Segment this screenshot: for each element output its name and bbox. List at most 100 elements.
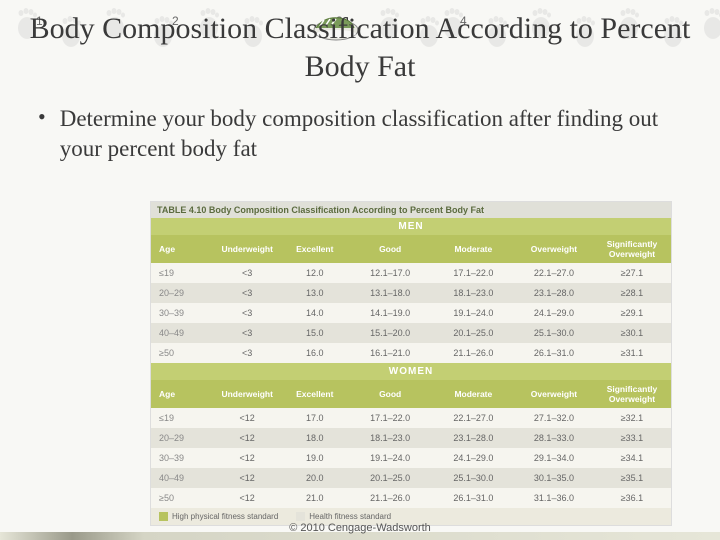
table-cell: 17.0 [281,408,349,428]
column-header: Significantly Overweight [593,380,671,408]
table-cell: 15.1–20.0 [349,323,432,343]
table-cell: 12.1–17.0 [349,263,432,283]
table-cell: 26.1–31.0 [432,488,515,508]
column-header: Excellent [281,380,349,408]
table-cell: ≥33.1 [593,428,671,448]
table-cell: 27.1–32.0 [515,408,593,428]
table-row: ≥50<316.016.1–21.021.1–26.026.1–31.0≥31.… [151,343,671,363]
table-cell: 30–39 [151,303,213,323]
column-header: Good [349,380,432,408]
table-cell: <12 [213,488,281,508]
legend-swatch [296,512,305,521]
legend-swatch [159,512,168,521]
table-cell: ≤19 [151,408,213,428]
legend-item: High physical fitness standard [159,512,278,521]
table-cell: ≥28.1 [593,283,671,303]
table-cell: 22.1–27.0 [432,408,515,428]
table-cell: 24.1–29.0 [432,448,515,468]
table-cell: ≥32.1 [593,408,671,428]
table-cell: <3 [213,343,281,363]
table-cell: ≥36.1 [593,488,671,508]
table-cell: 14.0 [281,303,349,323]
table-row: 30–39<1219.019.1–24.024.1–29.029.1–34.0≥… [151,448,671,468]
column-header: Underweight [213,235,281,263]
table-cell: 22.1–27.0 [515,263,593,283]
table-cell: <12 [213,408,281,428]
bullet-text: Determine your body composition classifi… [60,104,678,164]
column-header: Overweight [515,235,593,263]
table-cell: 26.1–31.0 [515,343,593,363]
table-cell: 17.1–22.0 [349,408,432,428]
table-cell: 20.1–25.0 [349,468,432,488]
table-cell: ≥30.1 [593,323,671,343]
bullet-item: • Determine your body composition classi… [38,104,678,164]
table-cell: 20–29 [151,428,213,448]
table-cell: 14.1–19.0 [349,303,432,323]
section-header: MEN [151,218,671,235]
table-cell: <3 [213,303,281,323]
table-cell: 40–49 [151,323,213,343]
table-cell: 15.0 [281,323,349,343]
table-row: 30–39<314.014.1–19.019.1–24.024.1–29.0≥2… [151,303,671,323]
table-cell: 21.1–26.0 [432,343,515,363]
copyright-text: © 2010 Cengage-Wadsworth [0,522,720,534]
table-cell: 19.0 [281,448,349,468]
column-header: Excellent [281,235,349,263]
table-cell: ≥29.1 [593,303,671,323]
data-table: AgeUnderweightExcellentGoodModerateOverw… [151,380,671,508]
table-cell: 25.1–30.0 [432,468,515,488]
table-cell: 21.1–26.0 [349,488,432,508]
table-cell: 20.1–25.0 [432,323,515,343]
table-cell: 18.1–23.0 [432,283,515,303]
column-header: Age [151,380,213,408]
table-row: 40–49<1220.020.1–25.025.1–30.030.1–35.0≥… [151,468,671,488]
table-cell: 19.1–24.0 [432,303,515,323]
table-cell: ≥31.1 [593,343,671,363]
table-cell: 23.1–28.0 [432,428,515,448]
table-cell: 21.0 [281,488,349,508]
table-cell: 18.1–23.0 [349,428,432,448]
table-cell: 12.0 [281,263,349,283]
column-header: Moderate [432,235,515,263]
table-cell: <3 [213,263,281,283]
table-cell: <12 [213,448,281,468]
table-row: 20–29<1218.018.1–23.023.1–28.028.1–33.0≥… [151,428,671,448]
table-cell: 16.0 [281,343,349,363]
table-cell: 19.1–24.0 [349,448,432,468]
classification-table: TABLE 4.10 Body Composition Classificati… [150,201,672,526]
table-cell: 30–39 [151,448,213,468]
table-title: TABLE 4.10 Body Composition Classificati… [151,202,671,218]
table-cell: ≥35.1 [593,468,671,488]
column-header: Underweight [213,380,281,408]
table-cell: <12 [213,428,281,448]
table-cell: <12 [213,468,281,488]
data-table: AgeUnderweightExcellentGoodModerateOverw… [151,235,671,363]
column-header: Good [349,235,432,263]
table-cell: 24.1–29.0 [515,303,593,323]
legend-item: Health fitness standard [296,512,391,521]
column-header: Overweight [515,380,593,408]
table-cell: 23.1–28.0 [515,283,593,303]
table-cell: 18.0 [281,428,349,448]
table-cell: 31.1–36.0 [515,488,593,508]
table-cell: 40–49 [151,468,213,488]
table-cell: <3 [213,323,281,343]
legend-label: High physical fitness standard [172,512,278,521]
column-header: Significantly Overweight [593,235,671,263]
table-cell: 17.1–22.0 [432,263,515,283]
table-cell: ≥34.1 [593,448,671,468]
table-cell: ≥27.1 [593,263,671,283]
table-cell: ≥50 [151,488,213,508]
page-title: Body Composition Classification Accordin… [0,10,720,85]
table-row: ≤19<312.012.1–17.017.1–22.022.1–27.0≥27.… [151,263,671,283]
column-header: Age [151,235,213,263]
table-cell: 20.0 [281,468,349,488]
table-cell: 30.1–35.0 [515,468,593,488]
table-row: 20–29<313.013.1–18.018.1–23.023.1–28.0≥2… [151,283,671,303]
section-header: WOMEN [151,363,671,380]
table-cell: 13.0 [281,283,349,303]
table-cell: 28.1–33.0 [515,428,593,448]
table-cell: ≥50 [151,343,213,363]
table-cell: 20–29 [151,283,213,303]
table-cell: 25.1–30.0 [515,323,593,343]
